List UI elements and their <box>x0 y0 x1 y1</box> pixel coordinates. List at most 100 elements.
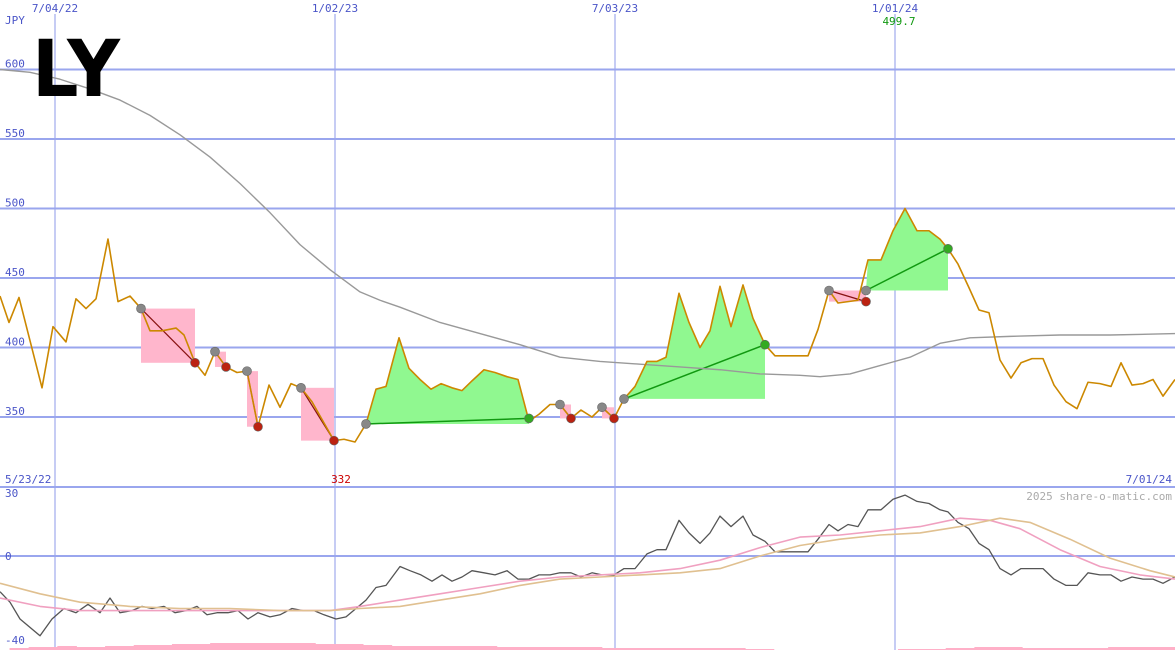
volume-bar <box>563 647 574 650</box>
watermark: 2025 share-o-matic.com <box>1026 490 1172 503</box>
volume-bar <box>9 648 20 650</box>
volume-bar <box>1069 648 1080 650</box>
volume-bar <box>267 643 278 650</box>
volume-bar <box>429 646 440 650</box>
gain-trade-line <box>865 248 949 292</box>
volume-bar <box>76 647 87 650</box>
gain-trade-fill <box>866 208 948 291</box>
volume-bar <box>544 647 555 650</box>
date-tick-label: 7/03/23 <box>592 2 638 15</box>
oscillator-tick-label: 30 <box>5 487 18 500</box>
loss-exit-marker <box>190 357 200 368</box>
gain-exit-marker <box>524 413 534 424</box>
low-value-label: 332 <box>331 473 351 486</box>
volume-bar <box>401 646 412 650</box>
gain-trade-fill <box>366 337 529 424</box>
loss-exit-marker <box>609 413 619 424</box>
loss-trade-line <box>140 308 196 364</box>
gain-trade-line <box>623 344 766 400</box>
volume-bar <box>66 646 77 650</box>
volume-bar <box>1098 648 1109 650</box>
volume-bar <box>162 645 173 650</box>
volume-bar <box>687 648 698 650</box>
volume-bar <box>716 648 727 650</box>
volume-bar <box>257 643 268 650</box>
price-tick-label: 600 <box>5 58 25 71</box>
volume-bar <box>735 648 746 650</box>
trade-entry-marker <box>361 419 371 429</box>
volume-bar <box>229 643 240 650</box>
volume-bar <box>1012 647 1023 650</box>
volume-bar <box>391 646 402 650</box>
volume-bar <box>1031 648 1042 650</box>
volume-bar <box>573 647 584 650</box>
volume-bar <box>668 648 679 650</box>
price-tick-label: 450 <box>5 266 25 279</box>
volume-bar <box>95 647 106 650</box>
volume-bar <box>85 647 97 650</box>
volume-bar <box>324 644 335 650</box>
volume-bar <box>477 646 488 650</box>
trade-entry-marker <box>597 402 607 413</box>
oscillator-tick-label: 0 <box>5 550 12 563</box>
volume-bar <box>1165 647 1175 650</box>
volume-bar <box>38 647 49 650</box>
volume-bar <box>620 648 631 650</box>
volume-bar <box>1146 647 1157 650</box>
volume-bar <box>343 644 354 650</box>
volume-bar <box>57 646 68 650</box>
loss-trade-line <box>828 289 867 303</box>
volume-bar <box>1041 648 1052 650</box>
volume-bar <box>363 645 374 650</box>
volume-bar <box>114 646 125 650</box>
volume-bar <box>334 644 345 650</box>
trade-entry-marker <box>824 285 834 296</box>
price-line <box>0 207 1175 443</box>
volume-bar <box>105 646 116 650</box>
volume-bar <box>515 647 526 650</box>
volume-bar <box>191 644 202 650</box>
oscillator-tick-label: -40 <box>5 634 25 647</box>
date-tick-label: 1/02/23 <box>312 2 358 15</box>
volume-bar <box>1003 647 1014 650</box>
volume-bar <box>1155 647 1166 650</box>
date-tick-label: 1/01/24 <box>872 2 919 15</box>
oscillator-fast-average-line <box>0 517 1175 612</box>
trade-entry-marker <box>861 285 871 296</box>
high-value-label: 499.7 <box>882 15 915 28</box>
volume-bars <box>9 643 1175 650</box>
volume-bar <box>124 646 135 650</box>
volume-bar <box>248 643 259 650</box>
volume-bar <box>210 643 221 650</box>
trade-entry-marker <box>296 383 306 393</box>
volume-bar <box>534 647 546 650</box>
volume-bar <box>439 646 450 650</box>
gain-exit-marker <box>760 339 770 350</box>
date-tick-label: 7/04/22 <box>32 2 78 15</box>
price-tick-label: 550 <box>5 127 25 140</box>
volume-bar <box>487 646 498 650</box>
volume-bar <box>601 648 612 650</box>
main-grid <box>0 14 1175 650</box>
volume-bar <box>1108 647 1119 650</box>
gain-trade-fill <box>624 284 765 399</box>
volume-bar <box>1127 647 1138 650</box>
volume-bar <box>420 646 431 650</box>
price-tick-label: 500 <box>5 197 25 210</box>
trade-entry-marker <box>555 399 565 410</box>
volume-bar <box>983 647 994 650</box>
range-end-label: 7/01/24 <box>1126 473 1173 486</box>
volume-bar <box>640 648 651 650</box>
chart-labels: 350 400 450 500 550 600 7/04/22 1/02/23 7/03/23 1… <box>5 2 1172 647</box>
trade-fills <box>140 208 949 441</box>
volume-bar <box>353 644 364 650</box>
loss-exit-marker <box>253 421 263 432</box>
volume-bar <box>448 646 460 650</box>
range-start-label: 5/23/22 <box>5 473 51 486</box>
oscillator-slow-average-line <box>0 517 1175 612</box>
volume-bar <box>458 646 469 650</box>
loss-exit-marker <box>329 435 339 446</box>
oscillator-line <box>0 494 1175 637</box>
gain-trade-line <box>365 417 530 425</box>
